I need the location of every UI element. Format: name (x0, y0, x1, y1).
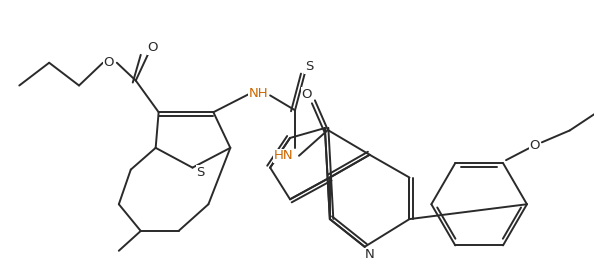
Text: O: O (148, 41, 158, 55)
Text: O: O (530, 139, 540, 152)
Text: S: S (196, 166, 205, 179)
Text: HN: HN (273, 149, 293, 162)
Text: O: O (104, 56, 114, 69)
Text: S: S (305, 60, 313, 73)
Text: NH: NH (248, 87, 268, 100)
Text: N: N (365, 248, 374, 261)
Text: O: O (302, 88, 312, 101)
